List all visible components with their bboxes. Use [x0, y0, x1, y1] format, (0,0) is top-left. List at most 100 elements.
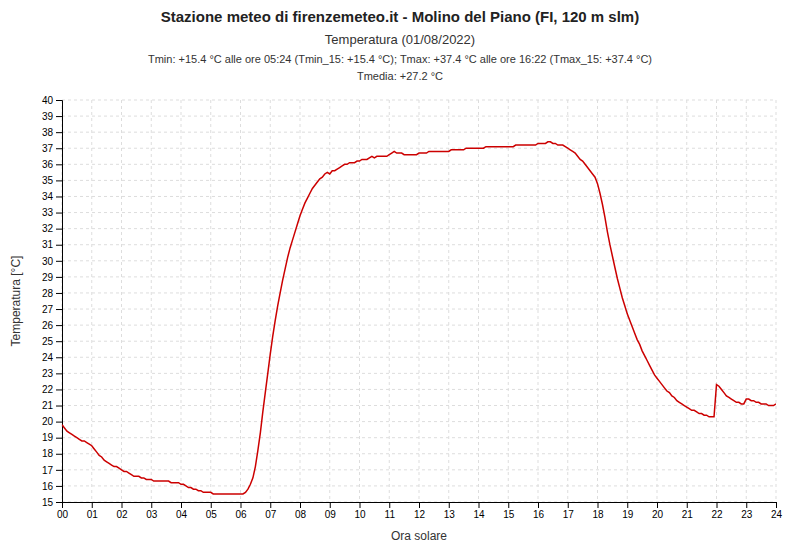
tick-label: 28: [42, 288, 54, 299]
grid-line-y: [62, 421, 776, 422]
tick-label: 29: [42, 272, 54, 283]
tick: 07: [265, 502, 277, 520]
tick: 13: [444, 502, 456, 520]
grid-line-y: [62, 244, 776, 245]
grid-line-x: [181, 100, 182, 502]
tick-label: 15: [42, 497, 54, 508]
tick: 16: [42, 481, 62, 492]
grid-line-x: [567, 100, 568, 502]
chart: Stazione meteo di firenzemeteo.it - Moli…: [0, 0, 800, 550]
tick: 20: [652, 502, 664, 520]
tick-mark: [449, 502, 450, 508]
tick-mark: [56, 116, 62, 117]
grid-line-y: [62, 148, 776, 149]
tick-label: 16: [533, 509, 545, 520]
grid-line-x: [329, 100, 330, 502]
tick-mark: [568, 502, 569, 508]
tick-label: 04: [176, 509, 188, 520]
tick: 26: [42, 320, 62, 331]
tick-label: 11: [385, 509, 396, 520]
tick-label: 38: [42, 127, 54, 138]
tick-mark: [56, 325, 62, 326]
grid-line-y: [62, 228, 776, 229]
grid-line-y: [62, 309, 776, 310]
tick: 24: [42, 352, 62, 363]
grid-line-y: [62, 405, 776, 406]
grid-line-x: [627, 100, 628, 502]
plot-area: 0001020304050607080910111213141516171819…: [9, 95, 782, 543]
tick: 34: [42, 191, 62, 202]
tick-label: 21: [682, 509, 694, 520]
tick: 09: [325, 502, 337, 520]
tick: 29: [42, 272, 62, 283]
tick-label: 18: [42, 448, 54, 459]
axis-line: [56, 101, 63, 503]
title: Stazione meteo di firenzemeteo.it - Moli…: [161, 8, 639, 25]
tick: 36: [42, 159, 62, 170]
tick: 16: [533, 502, 545, 520]
y-axis: 1516171819202122232425262728293031323334…: [42, 95, 63, 508]
grid-line-y: [62, 132, 776, 133]
tick: 39: [42, 111, 62, 122]
tick: 37: [42, 143, 62, 154]
tick: 15: [503, 502, 515, 520]
tick-label: 03: [146, 509, 158, 520]
tick-label: 34: [42, 191, 54, 202]
tick-label: 17: [563, 509, 575, 520]
tick-label: 01: [87, 509, 99, 520]
tick-mark: [717, 502, 718, 508]
tick: 08: [295, 502, 307, 520]
grid-line-y: [62, 341, 776, 342]
tick: 19: [622, 502, 634, 520]
grid-line-x: [448, 100, 449, 502]
tick: 22: [42, 384, 62, 395]
tick-mark: [92, 502, 93, 508]
tick-label: 36: [42, 159, 54, 170]
grid-line-y: [62, 469, 776, 470]
tick-mark: [56, 180, 62, 181]
y-axis-label: Temperatura [°C]: [9, 256, 23, 347]
tick-mark: [300, 502, 301, 508]
tick-label: 10: [354, 509, 366, 520]
tick-mark: [56, 261, 62, 262]
tick-mark: [122, 502, 123, 508]
tick-mark: [56, 422, 62, 423]
axis-line: [63, 503, 777, 509]
tick-mark: [56, 502, 62, 503]
tick-mark: [56, 164, 62, 165]
tick-label: 35: [42, 175, 54, 186]
tick-label: 37: [42, 143, 54, 154]
x-axis: 0001020304050607080910111213141516171819…: [57, 502, 783, 520]
tick: 04: [176, 502, 188, 520]
tick-mark: [56, 373, 62, 374]
temperature-line: [62, 142, 776, 494]
grid-line-y: [62, 437, 776, 438]
tick-label: 23: [741, 509, 753, 520]
grid-line-x: [746, 100, 747, 502]
grid-line-x: [597, 100, 598, 502]
tick-mark: [538, 502, 539, 508]
tick-mark: [56, 100, 62, 101]
grid-line-y: [62, 292, 776, 293]
tick-label: 08: [295, 509, 307, 520]
grid-line-x: [716, 100, 717, 502]
tick-mark: [56, 196, 62, 197]
tick: 12: [414, 502, 426, 520]
tick-mark: [56, 406, 62, 407]
tick-label: 40: [42, 95, 54, 106]
tick-mark: [56, 486, 62, 487]
grid-line-x: [210, 100, 211, 502]
tick-label: 20: [42, 416, 54, 427]
tick-mark: [211, 502, 212, 508]
tick-label: 19: [622, 509, 634, 520]
tick-mark: [746, 502, 747, 508]
tick-mark: [598, 502, 599, 508]
tick: 24: [771, 502, 783, 520]
tick-mark: [330, 502, 331, 508]
tick: 23: [741, 502, 753, 520]
grid-line-y: [62, 196, 776, 197]
tick-mark: [56, 229, 62, 230]
grid-line-y: [62, 276, 776, 277]
tick: 03: [146, 502, 158, 520]
tick: 35: [42, 175, 62, 186]
